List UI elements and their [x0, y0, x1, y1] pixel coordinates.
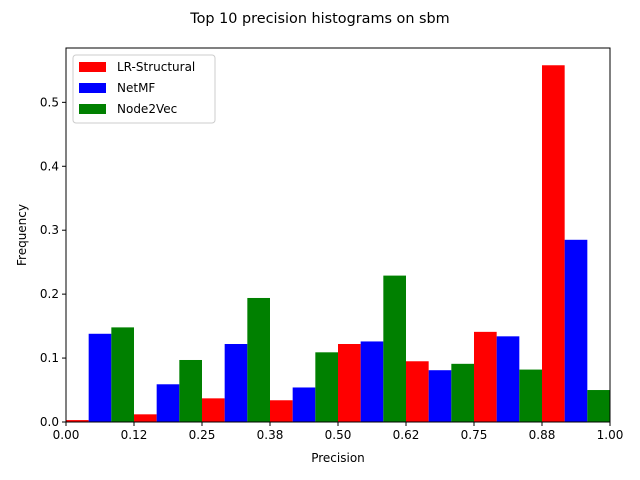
- y-axis-label: Frequency: [15, 204, 29, 266]
- x-axis: 0.00 0.12 0.25 0.38 0.50 0.62 0.75 0.88 1.00: [53, 422, 624, 442]
- bar-node2vec-bin-4: [315, 352, 338, 422]
- x-tick-label: 0.00: [53, 428, 80, 442]
- bar-netmf-bin-3: [224, 344, 248, 422]
- bar-netmf-bin-1: [88, 333, 112, 422]
- legend-label: NetMF: [117, 81, 155, 95]
- chart-title: Top 10 precision histograms on sbm: [189, 11, 449, 27]
- legend: LR-Structural NetMF Node2Vec: [72, 54, 216, 124]
- x-tick-label: 1.00: [597, 428, 624, 442]
- bar-lr-structural-bin-7: [474, 331, 497, 422]
- bar-node2vec-bin-6: [451, 363, 474, 422]
- bar-node2vec-bin-8: [587, 390, 610, 422]
- bar-lr-structural-bin-1: [66, 420, 89, 422]
- bar-node2vec-bin-7: [519, 369, 542, 422]
- bar-node2vec-bin-3: [247, 297, 270, 422]
- y-tick-label: 0.4: [40, 159, 59, 173]
- y-tick-label: 0.3: [40, 223, 59, 237]
- bar-netmf-bin-7: [496, 336, 520, 422]
- x-axis-label: Precision: [311, 451, 365, 465]
- y-tick-label: 0.2: [40, 287, 59, 301]
- legend-label: Node2Vec: [117, 102, 177, 116]
- legend-frame: [72, 54, 216, 124]
- bars-layer: [66, 65, 610, 422]
- legend-swatch: [79, 104, 106, 114]
- bar-netmf-bin-6: [428, 370, 452, 422]
- bar-lr-structural-bin-4: [270, 400, 293, 422]
- y-axis: 0.0 0.1 0.2 0.3 0.4 0.5: [40, 95, 66, 429]
- x-tick-label: 0.25: [189, 428, 216, 442]
- bar-netmf-bin-4: [292, 387, 316, 422]
- y-tick-label: 0.0: [40, 415, 59, 429]
- legend-swatch: [79, 62, 106, 72]
- legend-swatch: [79, 83, 106, 93]
- bar-lr-structural-bin-5: [338, 344, 361, 422]
- x-tick-label: 0.50: [325, 428, 352, 442]
- x-tick-label: 0.88: [529, 428, 556, 442]
- x-tick-label: 0.38: [257, 428, 284, 442]
- bar-lr-structural-bin-6: [406, 361, 429, 422]
- x-tick-label: 0.62: [393, 428, 420, 442]
- legend-label: LR-Structural: [117, 60, 195, 74]
- bar-lr-structural-bin-3: [202, 398, 225, 422]
- x-tick-label: 0.12: [121, 428, 148, 442]
- bar-lr-structural-bin-8: [542, 65, 565, 422]
- bar-netmf-bin-5: [360, 341, 384, 422]
- bar-lr-structural-bin-2: [134, 414, 157, 422]
- bar-netmf-bin-8: [564, 239, 588, 422]
- y-tick-label: 0.1: [40, 351, 59, 365]
- y-tick-label: 0.5: [40, 95, 59, 109]
- bar-node2vec-bin-5: [383, 275, 406, 422]
- x-tick-label: 0.75: [461, 428, 488, 442]
- bar-netmf-bin-2: [156, 384, 180, 422]
- bar-node2vec-bin-2: [179, 359, 202, 422]
- bar-node2vec-bin-1: [111, 327, 134, 422]
